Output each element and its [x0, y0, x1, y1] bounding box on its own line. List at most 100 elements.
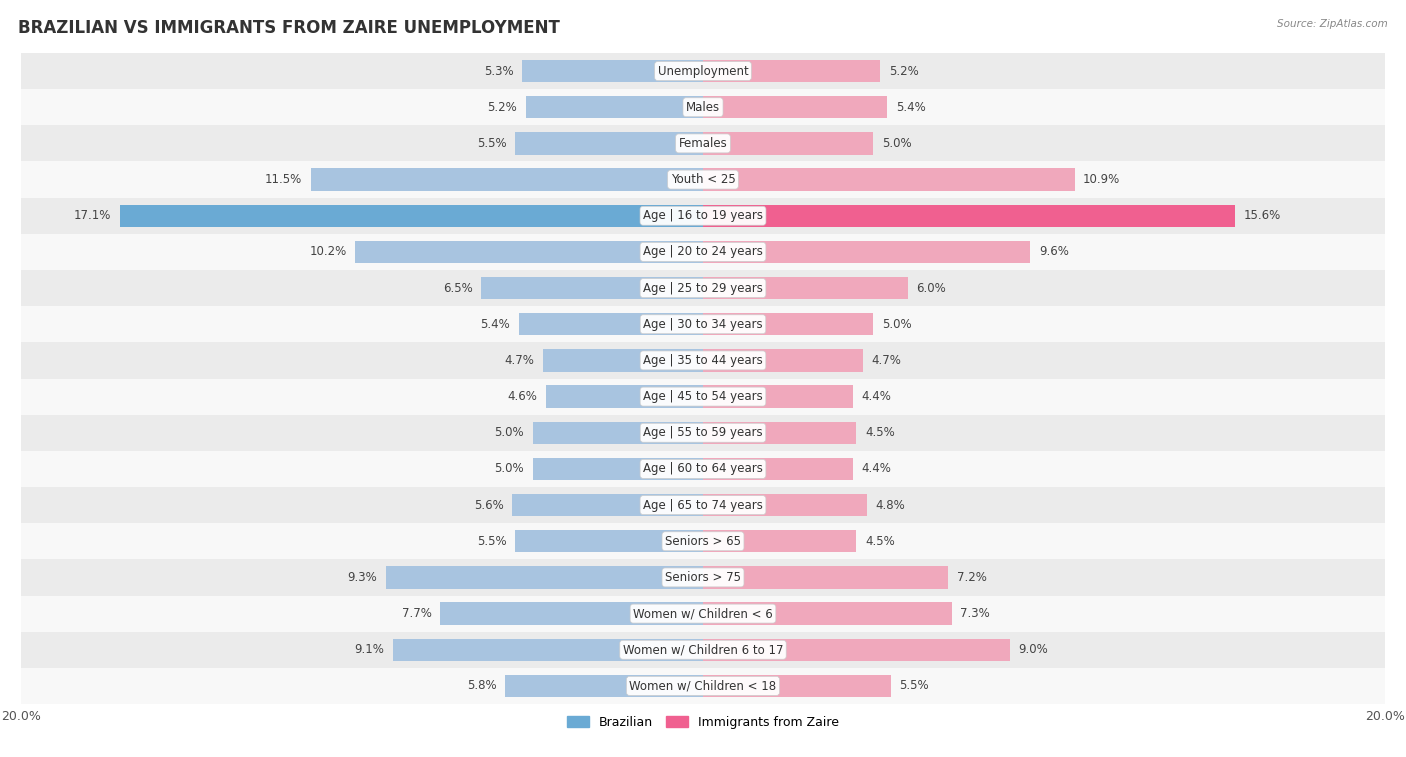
Text: Unemployment: Unemployment	[658, 64, 748, 77]
Text: 9.0%: 9.0%	[1018, 643, 1047, 656]
Text: 10.9%: 10.9%	[1083, 173, 1121, 186]
Bar	[703, 674, 890, 697]
Bar	[21, 342, 1385, 378]
Text: 5.2%: 5.2%	[889, 64, 918, 77]
Text: Youth < 25: Youth < 25	[671, 173, 735, 186]
Text: 10.2%: 10.2%	[309, 245, 347, 258]
Text: Age | 16 to 19 years: Age | 16 to 19 years	[643, 209, 763, 223]
Text: Women w/ Children < 6: Women w/ Children < 6	[633, 607, 773, 620]
Text: 4.4%: 4.4%	[862, 463, 891, 475]
Text: 4.7%: 4.7%	[505, 354, 534, 367]
Text: Age | 45 to 54 years: Age | 45 to 54 years	[643, 390, 763, 403]
Text: 5.6%: 5.6%	[474, 499, 503, 512]
Text: 9.3%: 9.3%	[347, 571, 377, 584]
Bar	[505, 674, 703, 697]
Bar	[21, 596, 1385, 631]
Bar	[526, 96, 703, 118]
Bar	[516, 132, 703, 154]
Bar	[703, 458, 853, 480]
Text: Age | 30 to 34 years: Age | 30 to 34 years	[643, 318, 763, 331]
Bar	[546, 385, 703, 408]
Text: 17.1%: 17.1%	[75, 209, 111, 223]
Bar	[703, 530, 856, 553]
Bar	[522, 60, 703, 83]
Bar	[21, 234, 1385, 270]
Text: Males: Males	[686, 101, 720, 114]
Text: Seniors > 65: Seniors > 65	[665, 534, 741, 548]
Text: 4.6%: 4.6%	[508, 390, 537, 403]
Bar	[703, 204, 1234, 227]
Text: Source: ZipAtlas.com: Source: ZipAtlas.com	[1277, 19, 1388, 29]
Bar	[703, 385, 853, 408]
Text: 5.2%: 5.2%	[488, 101, 517, 114]
Bar	[21, 487, 1385, 523]
Text: 6.5%: 6.5%	[443, 282, 472, 294]
Bar	[703, 132, 873, 154]
Bar	[21, 306, 1385, 342]
Bar	[703, 241, 1031, 263]
Bar	[703, 313, 873, 335]
Text: 4.5%: 4.5%	[865, 426, 894, 439]
Legend: Brazilian, Immigrants from Zaire: Brazilian, Immigrants from Zaire	[561, 711, 845, 734]
Bar	[703, 494, 866, 516]
Text: Females: Females	[679, 137, 727, 150]
Bar	[21, 451, 1385, 487]
Text: Seniors > 75: Seniors > 75	[665, 571, 741, 584]
Text: 7.7%: 7.7%	[402, 607, 432, 620]
Bar	[21, 161, 1385, 198]
Bar	[21, 631, 1385, 668]
Bar	[392, 639, 703, 661]
Text: 5.5%: 5.5%	[477, 137, 508, 150]
Text: BRAZILIAN VS IMMIGRANTS FROM ZAIRE UNEMPLOYMENT: BRAZILIAN VS IMMIGRANTS FROM ZAIRE UNEMP…	[18, 19, 560, 37]
Bar	[533, 422, 703, 444]
Text: 5.0%: 5.0%	[882, 318, 911, 331]
Text: 5.3%: 5.3%	[484, 64, 513, 77]
Bar	[440, 603, 703, 625]
Bar	[21, 126, 1385, 161]
Text: 4.4%: 4.4%	[862, 390, 891, 403]
Bar	[385, 566, 703, 589]
Bar	[356, 241, 703, 263]
Bar	[21, 198, 1385, 234]
Bar	[21, 559, 1385, 596]
Text: 5.4%: 5.4%	[896, 101, 925, 114]
Bar	[21, 523, 1385, 559]
Text: 7.3%: 7.3%	[960, 607, 990, 620]
Text: 5.5%: 5.5%	[898, 680, 929, 693]
Bar	[21, 415, 1385, 451]
Bar	[703, 277, 908, 299]
Text: 15.6%: 15.6%	[1243, 209, 1281, 223]
Bar	[21, 270, 1385, 306]
Text: 5.0%: 5.0%	[495, 463, 524, 475]
Text: 9.1%: 9.1%	[354, 643, 384, 656]
Text: 5.0%: 5.0%	[882, 137, 911, 150]
Text: Age | 35 to 44 years: Age | 35 to 44 years	[643, 354, 763, 367]
Bar	[21, 89, 1385, 126]
Text: 4.7%: 4.7%	[872, 354, 901, 367]
Text: 9.6%: 9.6%	[1039, 245, 1069, 258]
Text: Age | 60 to 64 years: Age | 60 to 64 years	[643, 463, 763, 475]
Bar	[519, 313, 703, 335]
Text: 4.8%: 4.8%	[875, 499, 905, 512]
Bar	[311, 168, 703, 191]
Text: 5.5%: 5.5%	[477, 534, 508, 548]
Text: 6.0%: 6.0%	[917, 282, 946, 294]
Bar	[481, 277, 703, 299]
Text: 5.4%: 5.4%	[481, 318, 510, 331]
Text: Age | 20 to 24 years: Age | 20 to 24 years	[643, 245, 763, 258]
Text: 5.8%: 5.8%	[467, 680, 496, 693]
Bar	[703, 566, 949, 589]
Bar	[703, 639, 1010, 661]
Text: Women w/ Children < 18: Women w/ Children < 18	[630, 680, 776, 693]
Text: Age | 25 to 29 years: Age | 25 to 29 years	[643, 282, 763, 294]
Text: 5.0%: 5.0%	[495, 426, 524, 439]
Bar	[543, 349, 703, 372]
Bar	[533, 458, 703, 480]
Text: Women w/ Children 6 to 17: Women w/ Children 6 to 17	[623, 643, 783, 656]
Bar	[512, 494, 703, 516]
Bar	[703, 60, 880, 83]
Text: 4.5%: 4.5%	[865, 534, 894, 548]
Bar	[21, 53, 1385, 89]
Text: Age | 65 to 74 years: Age | 65 to 74 years	[643, 499, 763, 512]
Bar	[703, 603, 952, 625]
